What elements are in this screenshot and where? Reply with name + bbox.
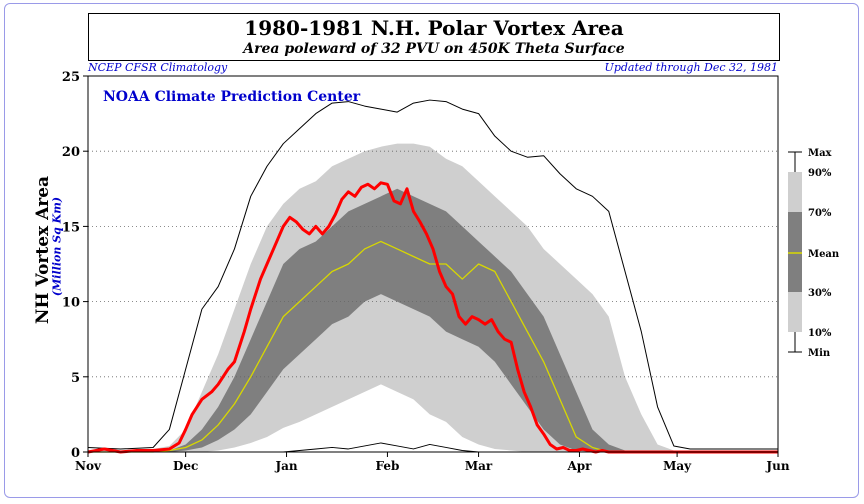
legend-label: Max — [808, 148, 833, 159]
x-tick-label: May — [663, 459, 692, 473]
series-line-observed — [87, 181, 778, 454]
series-line-max — [87, 99, 778, 450]
band-30-70 — [88, 188, 778, 453]
legend-band-middle — [788, 212, 802, 292]
x-tick-label: Jun — [765, 459, 789, 473]
x-tick-label: Nov — [75, 459, 102, 473]
y-tick-label: 20 — [62, 145, 80, 160]
legend-band-lower — [788, 292, 802, 332]
legend-label: Mean — [808, 249, 840, 260]
x-tick-label: Feb — [375, 459, 399, 473]
chart-title: 1980-1981 N.H. Polar Vortex Area — [244, 16, 624, 40]
x-tick-label: Jan — [274, 459, 297, 473]
y-axis-units: (Million Sq Km) — [50, 196, 64, 297]
legend-label: 30% — [808, 288, 832, 299]
x-tick-label: Dec — [173, 459, 198, 473]
legend-label: 90% — [808, 168, 832, 179]
x-tick-label: Apr — [566, 459, 592, 473]
y-tick-label: 10 — [62, 296, 80, 311]
legend-label: 70% — [808, 208, 832, 219]
legend-label: 10% — [808, 328, 832, 339]
updated-note: Updated through Dec 32, 1981 — [604, 61, 778, 74]
climatology-note: NCEP CFSR Climatology — [88, 61, 228, 74]
x-tick-label: Mar — [465, 459, 493, 473]
chart-subtitle: Area poleward of 32 PVU on 450K Theta Su… — [243, 41, 625, 57]
title-box: 1980-1981 N.H. Polar Vortex Area Area po… — [88, 13, 780, 61]
y-tick-label: 0 — [71, 446, 80, 461]
legend-label: Min — [808, 348, 831, 359]
y-tick-label: 5 — [71, 371, 80, 386]
legend-band-upper — [788, 172, 802, 212]
watermark-label: NOAA Climate Prediction Center — [103, 89, 361, 105]
y-tick-label: 25 — [62, 70, 80, 85]
plot-frame — [87, 75, 779, 453]
y-tick-label: 15 — [62, 220, 80, 235]
